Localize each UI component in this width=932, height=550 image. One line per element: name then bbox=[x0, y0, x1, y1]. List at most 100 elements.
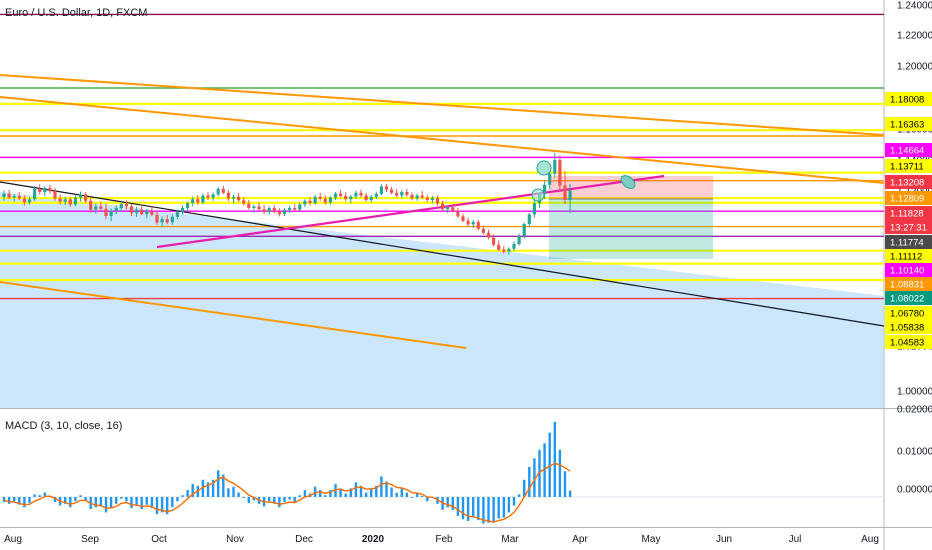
macd-histogram-bar[interactable] bbox=[273, 496, 276, 504]
macd-histogram-bar[interactable] bbox=[227, 488, 230, 497]
candle[interactable] bbox=[109, 211, 113, 216]
macd-histogram-bar[interactable] bbox=[7, 496, 11, 504]
price-label-tag[interactable] bbox=[885, 143, 932, 157]
candle[interactable] bbox=[104, 208, 108, 216]
macd-histogram-bar[interactable] bbox=[482, 496, 485, 524]
macd-histogram-bar[interactable] bbox=[33, 494, 36, 497]
macd-histogram-bar[interactable] bbox=[568, 490, 572, 497]
macd-histogram-bar[interactable] bbox=[99, 496, 103, 507]
candle[interactable] bbox=[359, 192, 363, 196]
macd-histogram-bar[interactable] bbox=[160, 496, 164, 513]
macd-histogram-bar[interactable] bbox=[2, 496, 6, 503]
macd-histogram-bar[interactable] bbox=[125, 496, 128, 502]
macd-histogram-bar[interactable] bbox=[461, 496, 465, 520]
price-label-tag[interactable] bbox=[885, 306, 932, 320]
candle[interactable] bbox=[395, 192, 399, 196]
candle[interactable] bbox=[99, 206, 103, 209]
macd-histogram-bar[interactable] bbox=[13, 496, 16, 502]
macd-histogram-bar[interactable] bbox=[181, 495, 184, 497]
candle[interactable] bbox=[461, 216, 465, 221]
macd-histogram-bar[interactable] bbox=[329, 490, 332, 497]
candle[interactable] bbox=[405, 192, 409, 195]
candle[interactable] bbox=[135, 209, 139, 213]
macd-signal-line[interactable] bbox=[3, 462, 571, 523]
candle[interactable] bbox=[354, 192, 358, 197]
candle[interactable] bbox=[344, 196, 348, 200]
macd-histogram-bar[interactable] bbox=[186, 490, 189, 497]
macd-histogram-bar[interactable] bbox=[497, 496, 500, 519]
macd-histogram-bar[interactable] bbox=[477, 496, 480, 521]
candle[interactable] bbox=[451, 207, 455, 211]
macd-histogram-bar[interactable] bbox=[115, 496, 118, 504]
candle[interactable] bbox=[140, 209, 144, 215]
price-label-tag[interactable] bbox=[885, 235, 932, 249]
candle[interactable] bbox=[145, 211, 149, 215]
candle[interactable] bbox=[333, 193, 338, 198]
macd-histogram-bar[interactable] bbox=[344, 493, 347, 497]
candle[interactable] bbox=[349, 196, 353, 200]
black-trendline[interactable] bbox=[0, 181, 885, 327]
candle[interactable] bbox=[369, 196, 373, 200]
macd-histogram-bar[interactable] bbox=[426, 496, 429, 502]
macd-histogram-bar[interactable] bbox=[206, 482, 210, 497]
candle[interactable] bbox=[211, 194, 215, 198]
orange-trendline[interactable] bbox=[0, 281, 467, 349]
ellipse-marker[interactable] bbox=[619, 173, 638, 191]
macd-histogram-bar[interactable] bbox=[150, 496, 154, 509]
candle[interactable] bbox=[323, 198, 327, 203]
candle[interactable] bbox=[94, 206, 98, 210]
macd-histogram-bar[interactable] bbox=[298, 495, 301, 497]
candle[interactable] bbox=[89, 200, 93, 210]
candle[interactable] bbox=[226, 192, 230, 199]
candle[interactable] bbox=[282, 209, 287, 215]
candle[interactable] bbox=[252, 206, 256, 208]
candle[interactable] bbox=[522, 224, 526, 236]
candle[interactable] bbox=[497, 244, 501, 250]
macd-histogram-bar[interactable] bbox=[380, 476, 383, 497]
candle[interactable] bbox=[201, 195, 205, 203]
candle[interactable] bbox=[22, 198, 26, 203]
candle[interactable] bbox=[191, 199, 195, 204]
candle[interactable] bbox=[435, 198, 440, 204]
macd-histogram-bar[interactable] bbox=[18, 496, 21, 505]
price-label-tag[interactable] bbox=[885, 249, 932, 263]
candle[interactable] bbox=[543, 184, 547, 194]
macd-histogram-bar[interactable] bbox=[364, 492, 368, 497]
candle[interactable] bbox=[374, 193, 378, 197]
macd-histogram-bar[interactable] bbox=[517, 494, 521, 497]
candle[interactable] bbox=[277, 211, 281, 215]
candle[interactable] bbox=[150, 211, 154, 215]
macd-histogram-bar[interactable] bbox=[466, 496, 470, 521]
macd-histogram-bar[interactable] bbox=[512, 496, 516, 506]
candle[interactable] bbox=[17, 196, 21, 199]
candle[interactable] bbox=[558, 160, 562, 186]
candle[interactable] bbox=[58, 198, 62, 202]
candle[interactable] bbox=[43, 188, 47, 192]
macd-histogram-bar[interactable] bbox=[293, 496, 296, 503]
macd-histogram-bar[interactable] bbox=[222, 474, 225, 497]
candle[interactable] bbox=[53, 191, 57, 199]
chart-title[interactable]: Euro / U.S. Dollar, 1D, FXCM bbox=[5, 7, 148, 19]
candle[interactable] bbox=[272, 208, 276, 212]
price-label-tag[interactable] bbox=[885, 277, 932, 291]
candle[interactable] bbox=[410, 194, 414, 199]
macd-histogram-bar[interactable] bbox=[553, 421, 556, 497]
candle[interactable] bbox=[262, 209, 266, 212]
candle[interactable] bbox=[568, 190, 572, 200]
price-label-tag[interactable] bbox=[885, 263, 932, 277]
candle[interactable] bbox=[328, 197, 332, 203]
macd-histogram-bar[interactable] bbox=[109, 496, 113, 509]
candle[interactable] bbox=[165, 219, 169, 223]
macd-histogram-bar[interactable] bbox=[487, 496, 490, 523]
candle[interactable] bbox=[400, 192, 404, 196]
candle[interactable] bbox=[216, 188, 220, 195]
macd-histogram-bar[interactable] bbox=[436, 496, 439, 504]
macd-histogram-bar[interactable] bbox=[563, 471, 567, 497]
macd-histogram-bar[interactable] bbox=[43, 492, 46, 497]
candle[interactable] bbox=[7, 193, 11, 198]
candle[interactable] bbox=[186, 203, 190, 208]
candle[interactable] bbox=[267, 208, 271, 212]
macd-histogram-bar[interactable] bbox=[23, 496, 26, 508]
candle[interactable] bbox=[308, 200, 312, 204]
